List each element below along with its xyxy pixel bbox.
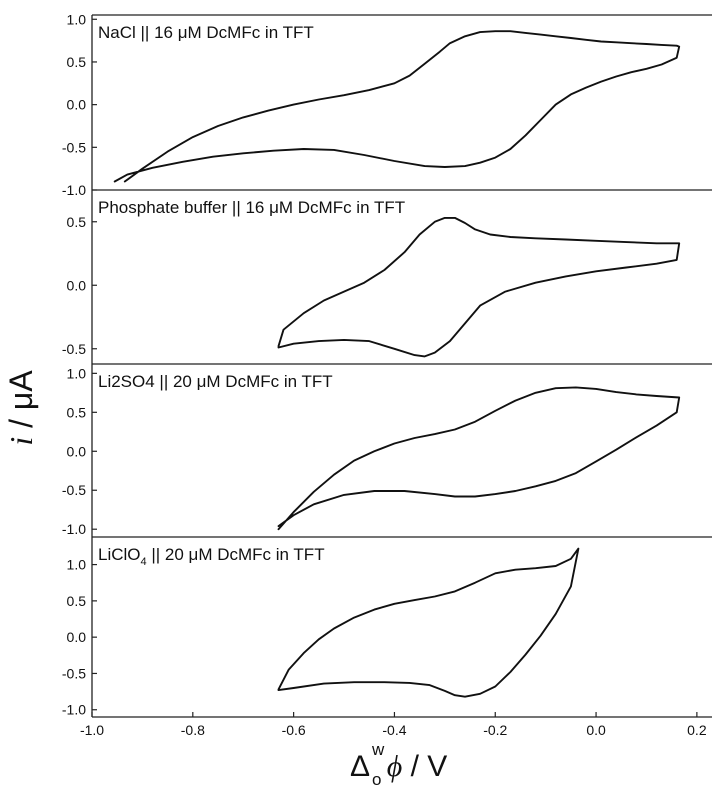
x-axis-label-var: ϕ bbox=[386, 750, 403, 783]
panel-3-y-tick-label: -0.5 bbox=[62, 482, 86, 498]
x-tick-label: -0.8 bbox=[181, 722, 205, 738]
panel-1-label: NaCl || 16 μM DcMFc in TFT bbox=[98, 23, 314, 42]
panel-1-y-tick-label: 0.5 bbox=[67, 54, 87, 70]
x-axis-label-superscript: w bbox=[372, 740, 385, 759]
panel-4-y-tick-label: 0.0 bbox=[67, 629, 87, 645]
x-axis-label-delta: Δ bbox=[350, 750, 369, 783]
x-tick-label: 0.0 bbox=[586, 722, 606, 738]
x-axis-label-unit: / V bbox=[402, 750, 448, 783]
panel-4-y-tick-label: 0.5 bbox=[67, 593, 87, 609]
panel-1-cv-curve bbox=[113, 30, 681, 183]
panel-4-label: LiClO4 || 20 μM DcMFc in TFT bbox=[98, 545, 325, 568]
panel-3-y-tick-label: 0.5 bbox=[67, 404, 87, 420]
panel-1-y-tick-label: -1.0 bbox=[62, 182, 86, 198]
x-tick-label: -1.0 bbox=[80, 722, 104, 738]
panel-1-y-tick-label: 1.0 bbox=[67, 11, 87, 27]
panel-3-y-tick-label: 1.0 bbox=[67, 365, 87, 381]
panel-3-label: Li2SO4 || 20 μM DcMFc in TFT bbox=[98, 372, 333, 391]
panel-2-y-tick-label: -0.5 bbox=[62, 341, 86, 357]
panel-1-y-tick-label: -0.5 bbox=[62, 139, 86, 155]
panel-3-y-tick-label: 0.0 bbox=[67, 443, 87, 459]
x-tick-label: -0.6 bbox=[282, 722, 306, 738]
x-tick-label: -0.4 bbox=[382, 722, 406, 738]
panel-2-y-tick-label: 0.5 bbox=[67, 214, 87, 230]
panel-4-y-tick-label: -1.0 bbox=[62, 702, 86, 718]
panel-1-y-tick-label: 0.0 bbox=[67, 97, 87, 113]
panel-4-y-tick-label: -0.5 bbox=[62, 665, 86, 681]
panel-4-cv-curve bbox=[277, 547, 580, 698]
panel-2-y-tick-label: 0.0 bbox=[67, 277, 87, 293]
x-axis-label: Δ w o ϕ / V bbox=[350, 740, 470, 789]
panel-3-y-tick-label: -1.0 bbox=[62, 521, 86, 537]
panel-4-y-tick-label: 1.0 bbox=[67, 557, 87, 573]
x-tick-label: 0.2 bbox=[687, 722, 707, 738]
y-axis-label: i / μA bbox=[3, 370, 39, 455]
x-axis-label-subscript: o bbox=[372, 770, 382, 789]
panel-2-label: Phosphate buffer || 16 μM DcMFc in TFT bbox=[98, 198, 405, 217]
panel-3-cv-curve bbox=[277, 386, 681, 531]
panel-2-cv-curve bbox=[277, 216, 681, 358]
y-axis-label-var: i bbox=[3, 436, 39, 446]
x-tick-label: -0.2 bbox=[483, 722, 507, 738]
y-axis-label-unit: / μA bbox=[3, 370, 39, 437]
